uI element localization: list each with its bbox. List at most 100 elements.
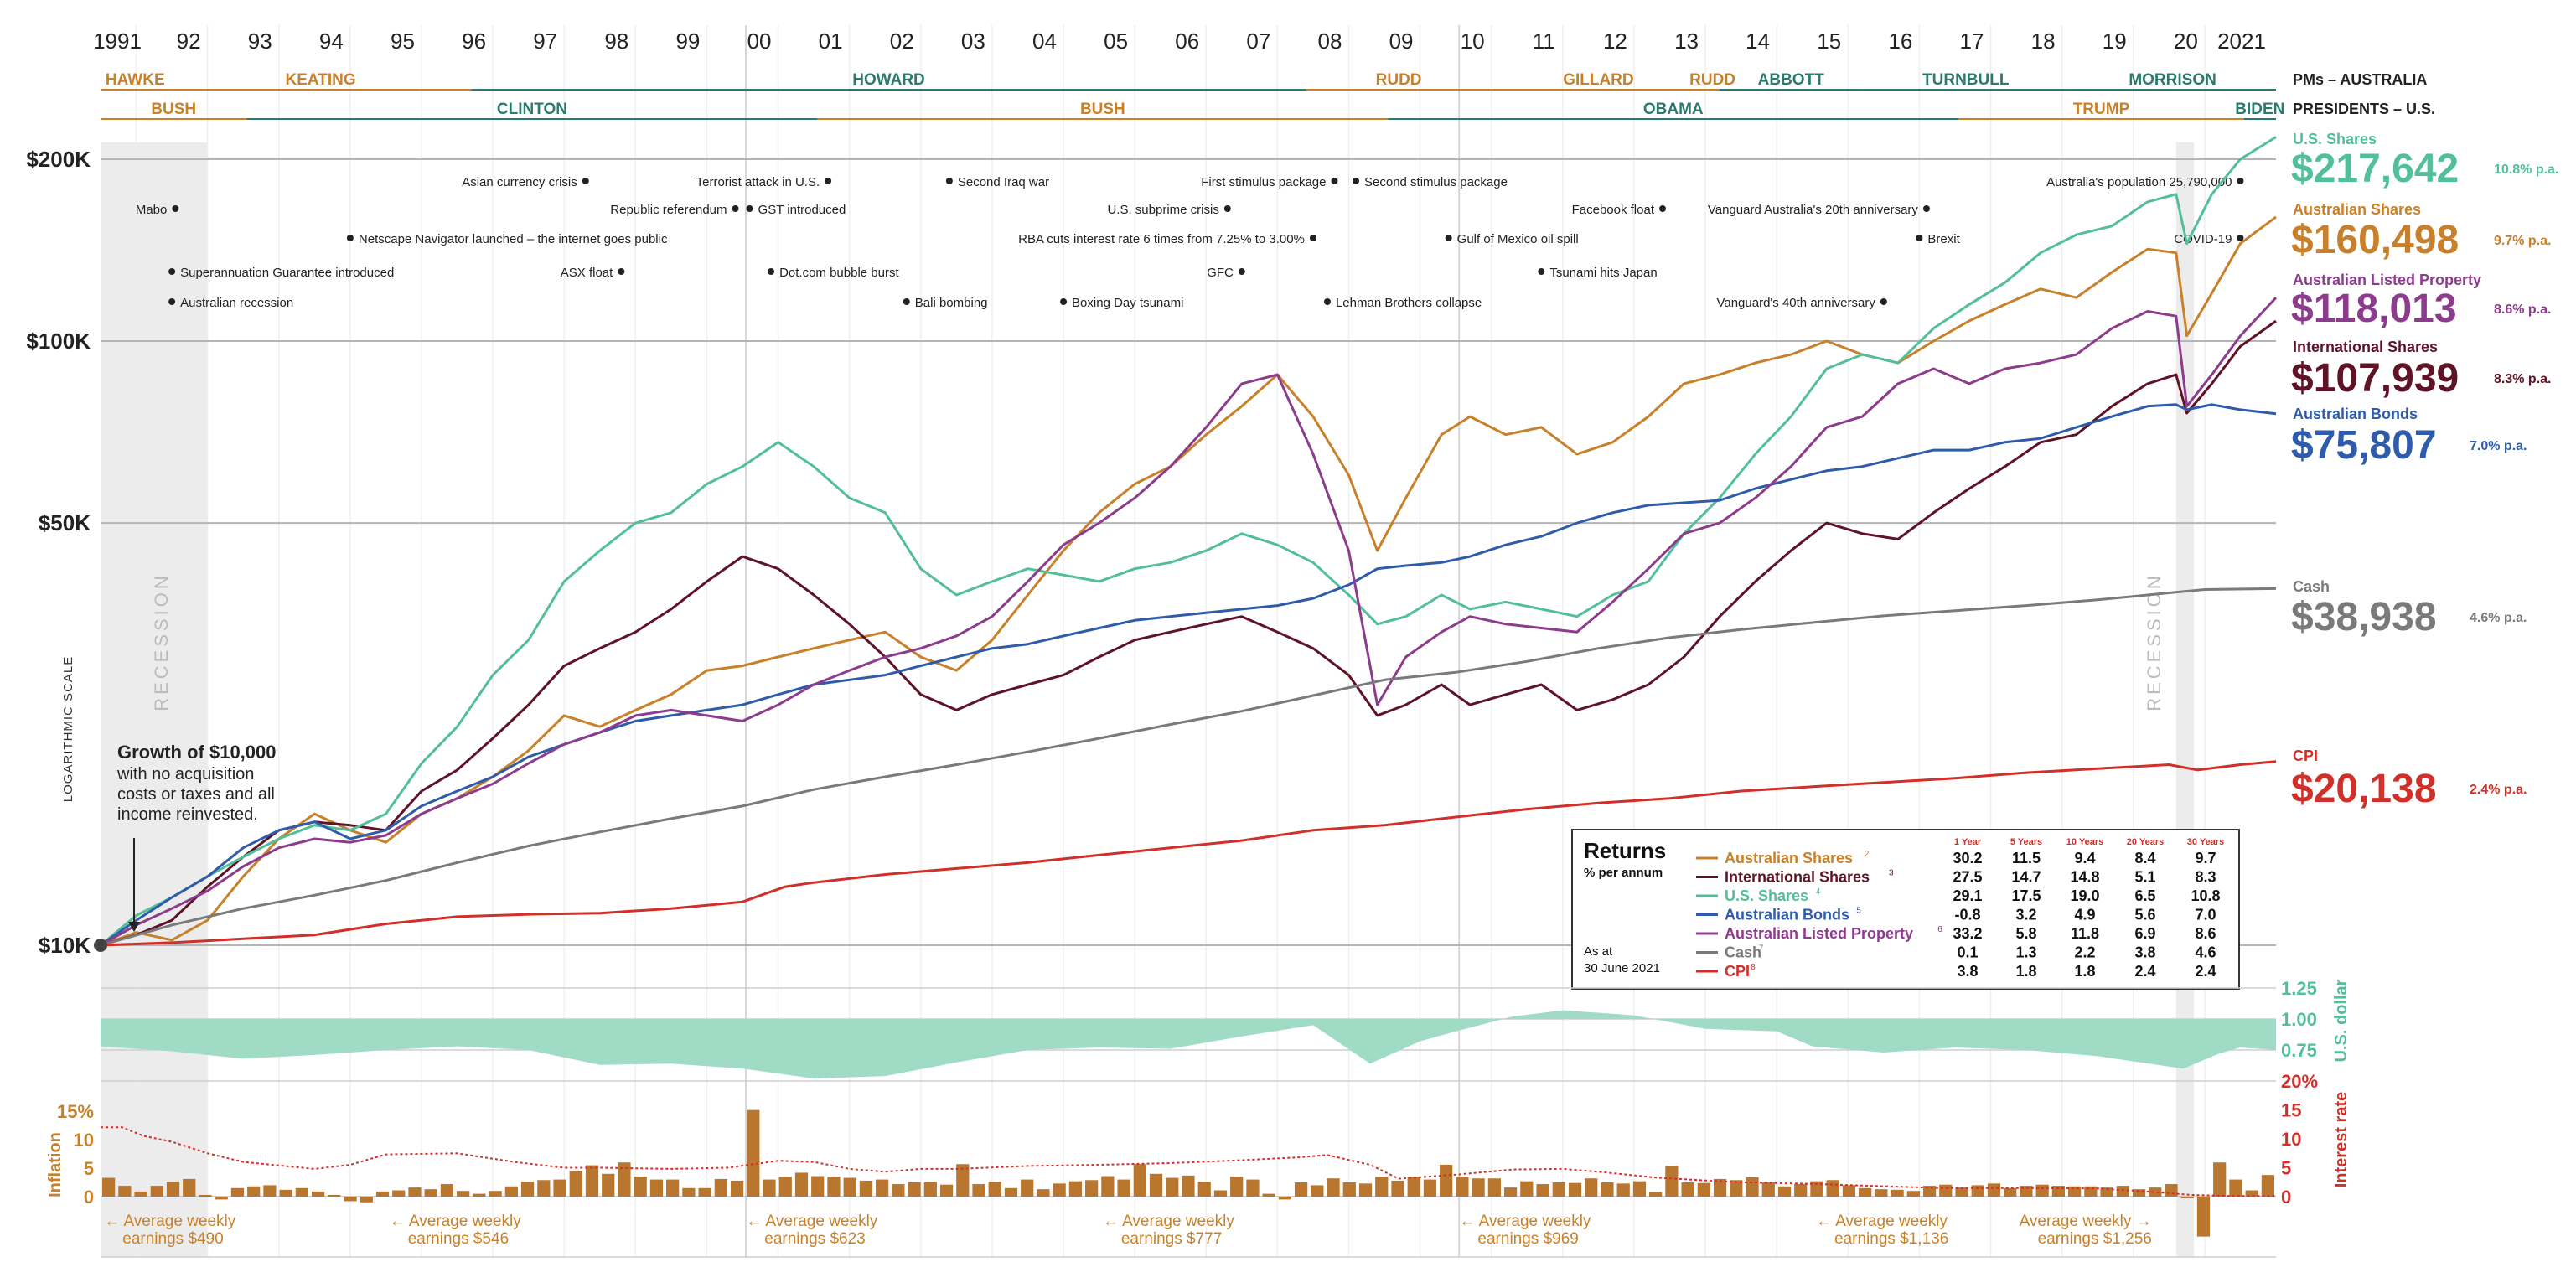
event-marker — [1353, 178, 1360, 184]
interest-tick: 0 — [2281, 1187, 2291, 1208]
inflation-bar — [166, 1182, 180, 1197]
pm-name: KEATING — [286, 71, 356, 89]
inflation-tick: 15% — [57, 1101, 94, 1122]
inflation-bar — [553, 1179, 566, 1197]
returns-cell: 4.9 — [2074, 907, 2095, 923]
inflation-bar — [908, 1182, 921, 1197]
inflation-bar — [1166, 1177, 1179, 1197]
year-and-leader-header: 1991 92 93 94 95 96 97 98 99 00 01 02 03 04 05 06 07 08 09… — [93, 28, 2435, 120]
event-label: COVID-19 — [2174, 232, 2232, 246]
event-label: Gulf of Mexico oil spill — [1457, 232, 1579, 246]
inflation-bar — [569, 1171, 582, 1197]
pm-name: RUDD — [1376, 71, 1422, 89]
inflation-bar — [649, 1179, 664, 1197]
final-rate: 2.4% p.a. — [2470, 783, 2527, 797]
inflation-bar — [602, 1173, 615, 1197]
earnings-label: Average weekly → — [2020, 1213, 2152, 1230]
interest-tick: 5 — [2281, 1158, 2291, 1179]
inflation-bar — [730, 1180, 744, 1197]
year-label: 96 — [462, 28, 486, 54]
event-label: Dot.com bubble burst — [779, 266, 899, 280]
event-marker — [168, 298, 176, 305]
event-label: Bali bombing — [915, 296, 988, 310]
earnings-value: earnings $490 — [122, 1230, 223, 1248]
returns-col-header: 1 Year — [1954, 837, 1982, 847]
event-marker — [582, 178, 589, 184]
final-rate: 8.3% p.a. — [2494, 372, 2551, 386]
earnings-value: earnings $623 — [764, 1230, 865, 1248]
returns-cell: 6.9 — [2134, 925, 2155, 942]
inflation-bar — [1327, 1178, 1340, 1197]
final-series-name: CPI — [2293, 747, 2318, 764]
event-marker — [1916, 235, 1923, 241]
inflation-bar — [1294, 1182, 1308, 1197]
inflation-bar — [634, 1177, 647, 1197]
final-rate: 7.0% p.a. — [2470, 439, 2527, 453]
inflation-bar — [375, 1191, 390, 1197]
inflation-bar — [1826, 1180, 1839, 1197]
final-rate: 4.6% p.a. — [2470, 611, 2527, 625]
inflation-bar — [1552, 1182, 1565, 1197]
inflation-bar — [344, 1197, 357, 1202]
event-marker — [903, 298, 910, 305]
event-label: GST introduced — [758, 203, 846, 217]
final-value: $38,938 — [2291, 595, 2437, 639]
event-label: Australian recession — [180, 296, 293, 310]
returns-cell: 27.5 — [1953, 869, 1982, 886]
final-value: $217,642 — [2291, 147, 2459, 191]
event-marker — [732, 205, 739, 212]
inflation-bar — [2229, 1179, 2242, 1197]
inflation-bar — [1955, 1187, 1968, 1197]
event-marker — [1323, 298, 1331, 305]
returns-row-name: Australian Shares — [1725, 850, 1853, 866]
inflation-bar — [118, 1186, 132, 1197]
president-name: BIDEN — [2235, 101, 2284, 118]
inflation-bar — [150, 1186, 163, 1197]
inflation-bar — [1456, 1177, 1469, 1197]
inflation-bar — [537, 1180, 551, 1197]
returns-cell: -0.8 — [1954, 907, 1980, 923]
final-rate: 9.7% p.a. — [2494, 234, 2551, 248]
inflation-bar — [923, 1182, 937, 1197]
inflation-bar — [1585, 1178, 1598, 1197]
inflation-bar — [892, 1184, 905, 1197]
event-marker — [1880, 298, 1887, 305]
pm-name: RUDD — [1689, 71, 1735, 89]
event-label: Tsunami hits Japan — [1549, 266, 1657, 280]
event-annotations: Asian currency crisis Terrorist attack in… — [136, 175, 2244, 310]
inflation-bar — [1004, 1187, 1018, 1197]
inflation-bar — [489, 1191, 502, 1197]
president-name: CLINTON — [497, 101, 567, 118]
inflation-bar — [424, 1189, 437, 1197]
inflation-bar — [1375, 1177, 1389, 1197]
usd-tick: 1.25 — [2281, 978, 2317, 999]
interest-tick: 20% — [2281, 1071, 2318, 1092]
inflation-bar — [1601, 1182, 1614, 1197]
inflation-bar — [1407, 1177, 1420, 1197]
inflation-bar — [263, 1185, 277, 1197]
returns-cell: 1.3 — [2015, 944, 2036, 961]
inflation-bar — [2196, 1197, 2211, 1237]
inflation-bar — [1891, 1189, 1904, 1197]
inflation-bar — [247, 1186, 261, 1197]
returns-cell: 3.8 — [1957, 963, 1978, 980]
inflation-bar — [440, 1184, 454, 1197]
inflation-bar — [1503, 1187, 1518, 1197]
year-label: 02 — [890, 28, 914, 54]
year-label: 1991 — [93, 28, 142, 54]
returns-cell: 6.5 — [2134, 887, 2155, 904]
recession-label: RECESSION — [151, 572, 172, 711]
returns-col-header: 30 Years — [2187, 837, 2224, 847]
inflation-bar — [1536, 1184, 1549, 1197]
returns-cell: 1.8 — [2074, 963, 2095, 980]
inflation-bar — [392, 1190, 406, 1197]
inflation-bar — [1730, 1180, 1743, 1197]
year-label: 03 — [961, 28, 985, 54]
recession-band — [2175, 142, 2195, 1257]
event-marker — [1331, 178, 1338, 184]
inflation-bar — [1342, 1182, 1356, 1197]
returns-row-name: U.S. Shares — [1725, 887, 1808, 904]
final-value: $160,498 — [2291, 218, 2459, 262]
president-name: BUSH — [1080, 101, 1125, 118]
